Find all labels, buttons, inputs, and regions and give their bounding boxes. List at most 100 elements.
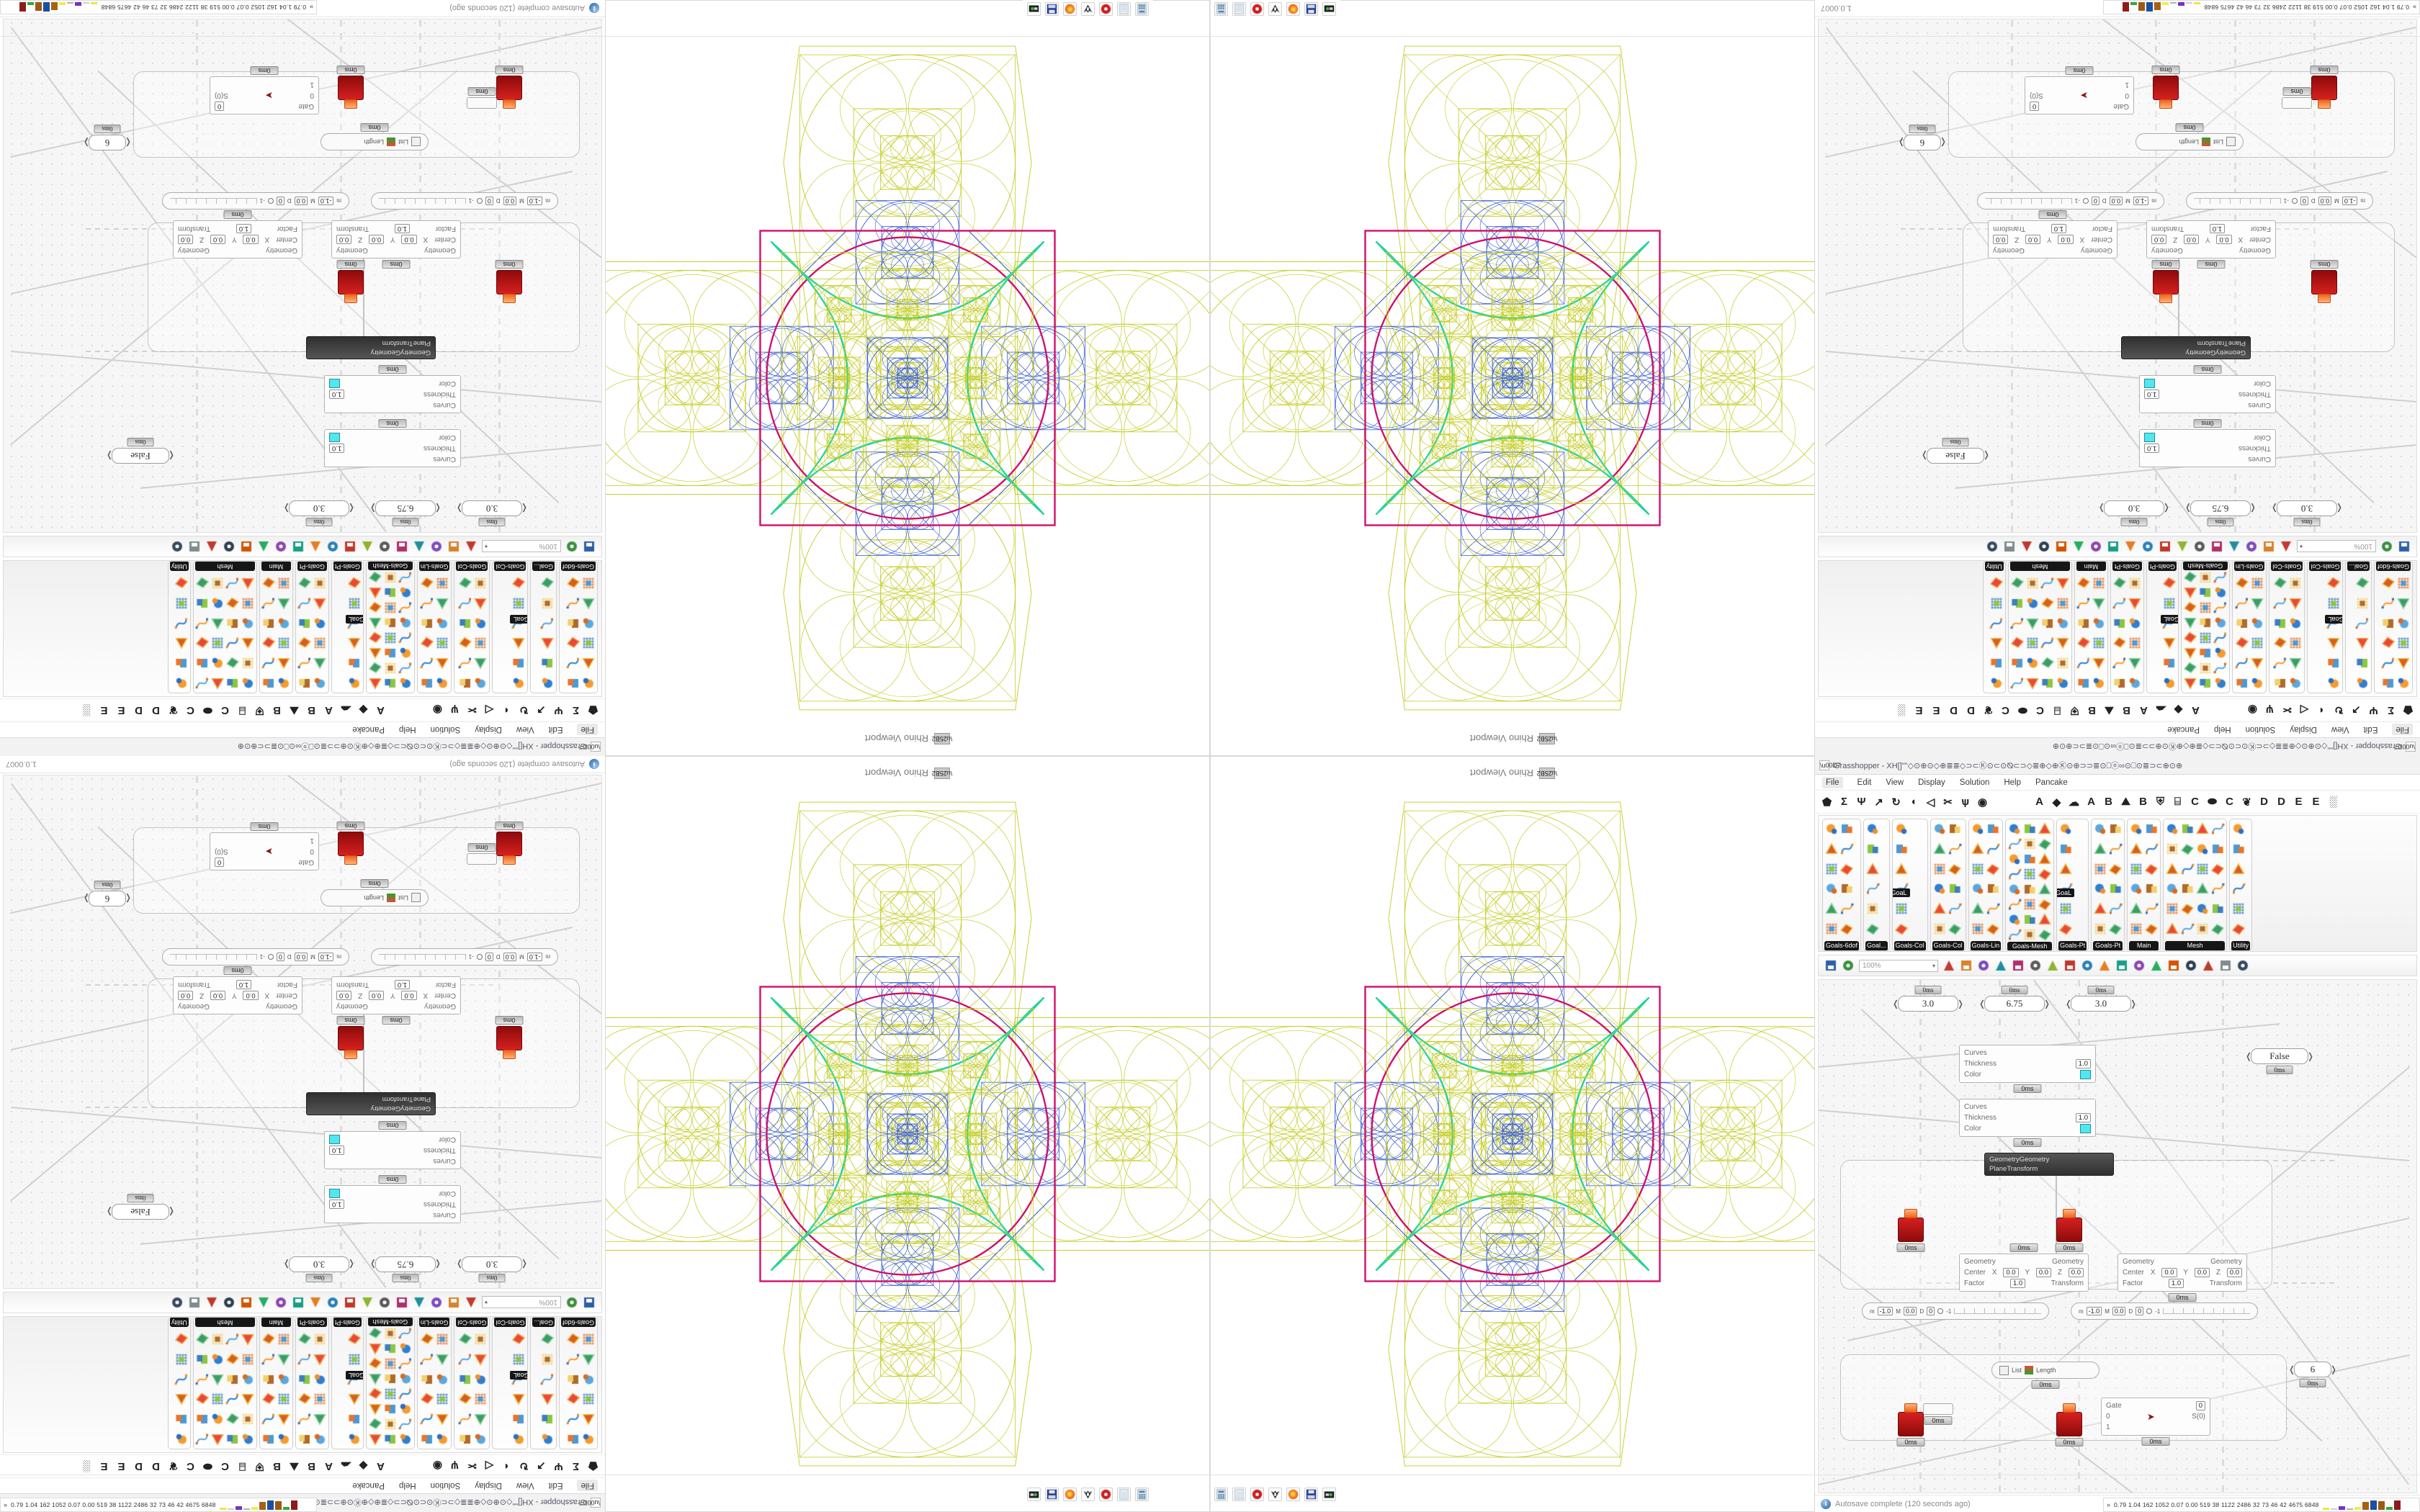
goal-hatch-icon[interactable] — [2396, 575, 2411, 590]
component-tab-glyph-17[interactable]: ░ — [83, 704, 91, 716]
dots-icon[interactable] — [1970, 901, 1985, 917]
menu-item-display[interactable]: Display — [1918, 778, 1945, 787]
pyramid-icon[interactable] — [367, 631, 382, 645]
shell-icon[interactable] — [367, 1326, 382, 1341]
menu-item-help[interactable]: Help — [398, 725, 416, 734]
titlebar[interactable]: \u00D7 Grasshopper - XH[]""◇⊙⊕⊙◇⊕≣≣◇⊃⊂Ⓚ⊙… — [1815, 737, 2420, 756]
custom-preview-component[interactable]: Curves Thickness 1.0 Color 0ms — [324, 365, 461, 413]
colorgrid-icon[interactable] — [210, 656, 225, 671]
drop-arrows-icon[interactable] — [2213, 600, 2228, 615]
render-icon[interactable] — [430, 540, 443, 553]
ribbon-tab-label[interactable]: Goals-Col — [2309, 562, 2341, 571]
node-param-value[interactable]: 0.0 — [336, 235, 352, 244]
drop5-icon[interactable] — [205, 540, 218, 553]
node-param-value[interactable]: 0.0 — [401, 991, 417, 1000]
wood-icon[interactable] — [2195, 881, 2210, 896]
component-tab-glyph-2[interactable]: ☁ — [341, 703, 351, 716]
bake-icon[interactable] — [465, 540, 478, 553]
tray-chevron[interactable]: » — [2107, 1501, 2111, 1508]
diamond2-icon[interactable] — [2180, 841, 2195, 856]
windmill-icon[interactable] — [2007, 837, 2022, 851]
brush-icon[interactable] — [2055, 616, 2070, 631]
component-tab-glyph-7[interactable]: ⛨ — [2156, 796, 2165, 808]
node-param-value[interactable]: 1.0 — [2075, 1059, 2091, 1068]
drop1-icon[interactable] — [2089, 540, 2102, 553]
gh-canvas[interactable]: 3.00ms6.750ms3.00msCurvesThickness1.0Col… — [3, 775, 602, 1289]
node-param-value[interactable]: 1.0 — [329, 444, 345, 453]
goal-hatch-icon[interactable] — [1824, 922, 1839, 937]
ribbon-panel-goals-col[interactable]: GoaL Goals-Col — [492, 561, 529, 693]
gh-canvas[interactable]: 3.00ms6.750ms3.00msCurvesThickness1.0Col… — [3, 19, 602, 533]
node-param-value[interactable]: 0.0 — [2151, 235, 2167, 244]
render-icon[interactable] — [1977, 959, 1990, 972]
pin-icon[interactable]: \u25B2 — [1537, 733, 1557, 744]
component-ribbon[interactable]: Goals-6dof Goal... GoaL Goals-Col Goals-Col G… — [1818, 815, 2417, 952]
component-tab-glyph-1[interactable]: ◆ — [359, 1459, 368, 1472]
color-swatch[interactable] — [2144, 433, 2155, 442]
notepad-icon[interactable] — [1232, 1487, 1246, 1501]
goal-boomerang-icon[interactable] — [2354, 656, 2370, 671]
ribbon-panel-utility[interactable]: Utility — [167, 1317, 191, 1449]
goal-wave-icon[interactable] — [1865, 901, 1881, 917]
util-dots-icon[interactable] — [2231, 822, 2246, 836]
node-param-value[interactable]: 0.0 — [2025, 235, 2041, 244]
shell2-icon[interactable] — [194, 1412, 210, 1427]
kangaroo-solver-component[interactable]: 0ms — [495, 260, 524, 303]
pin-icon[interactable] — [1932, 901, 1947, 917]
ribbon-panel-goals-pt[interactable]: GoaL Goals-Pt — [331, 1317, 364, 1449]
spheres-icon[interactable] — [1947, 822, 1962, 836]
cone-icon[interactable] — [2182, 646, 2197, 660]
mesh-net2-icon[interactable] — [240, 595, 255, 611]
fork-icon[interactable] — [435, 1412, 450, 1427]
red-x-icon[interactable] — [276, 1412, 291, 1427]
anchor2-icon[interactable] — [2112, 636, 2127, 651]
s-icon[interactable] — [344, 1296, 357, 1309]
pt-box-icon[interactable] — [346, 1351, 362, 1367]
color-swatch[interactable] — [329, 433, 340, 442]
cluster-icon[interactable] — [2273, 636, 2288, 651]
tray-chevron[interactable]: » — [309, 4, 313, 11]
blob-icon[interactable] — [2288, 676, 2303, 690]
panel-icon[interactable] — [2046, 959, 2059, 972]
node-param-value[interactable]: 0.0 — [243, 235, 259, 244]
goal-arc-icon[interactable] — [539, 676, 555, 690]
curve-graph-icon[interactable] — [1985, 861, 2000, 876]
shuffle-icon[interactable] — [2107, 540, 2120, 553]
red-x-icon[interactable] — [2129, 841, 2144, 856]
blank-icon[interactable] — [2076, 636, 2091, 651]
mesh-frame-icon[interactable] — [2180, 922, 2195, 937]
notepad-icon[interactable] — [1117, 2, 1131, 17]
balloon2-icon[interactable] — [2112, 676, 2127, 690]
circle-dash-icon[interactable] — [1986, 540, 1999, 553]
util-arrow2-icon[interactable] — [1989, 595, 2004, 611]
node-param-value[interactable]: 0 — [215, 858, 225, 867]
ribbon-panel-utility[interactable]: Utility — [1982, 561, 2006, 693]
menu-item-edit[interactable]: Edit — [1857, 778, 1872, 787]
menu-item-display[interactable]: Display — [2290, 725, 2317, 734]
fold2-icon[interactable] — [2165, 922, 2180, 937]
arrow-diag-icon[interactable] — [1985, 901, 2000, 917]
goal-mesh-icon[interactable] — [581, 1392, 596, 1407]
blank-icon[interactable] — [2210, 922, 2226, 937]
mesh-arrows-icon[interactable] — [2180, 881, 2195, 896]
color-swatch[interactable] — [329, 379, 340, 388]
length-icon[interactable] — [435, 676, 450, 690]
component-tab-glyph-8[interactable]: ⌸ — [2054, 704, 2061, 716]
fork-icon[interactable] — [2250, 656, 2265, 671]
component-tab-glyph-13[interactable]: D — [152, 1460, 160, 1472]
menu-item-file[interactable]: File — [1822, 776, 1843, 788]
star-mesh-icon[interactable] — [210, 1351, 225, 1367]
component-tab-glyph-17[interactable]: ░ — [83, 1460, 91, 1472]
goal-wave-icon[interactable] — [539, 595, 555, 611]
menu-item-pancake[interactable]: Pancake — [352, 1481, 385, 1490]
magnet-icon[interactable] — [2108, 841, 2123, 856]
slider-value[interactable]: 0.0 — [2109, 197, 2123, 205]
chicken-icon[interactable] — [2129, 861, 2144, 876]
shell2-icon[interactable] — [2009, 656, 2025, 671]
pyramid-icon[interactable] — [2182, 631, 2197, 645]
component-tab-glyph-3[interactable]: A — [325, 704, 333, 716]
blank-icon[interactable] — [312, 1351, 327, 1367]
